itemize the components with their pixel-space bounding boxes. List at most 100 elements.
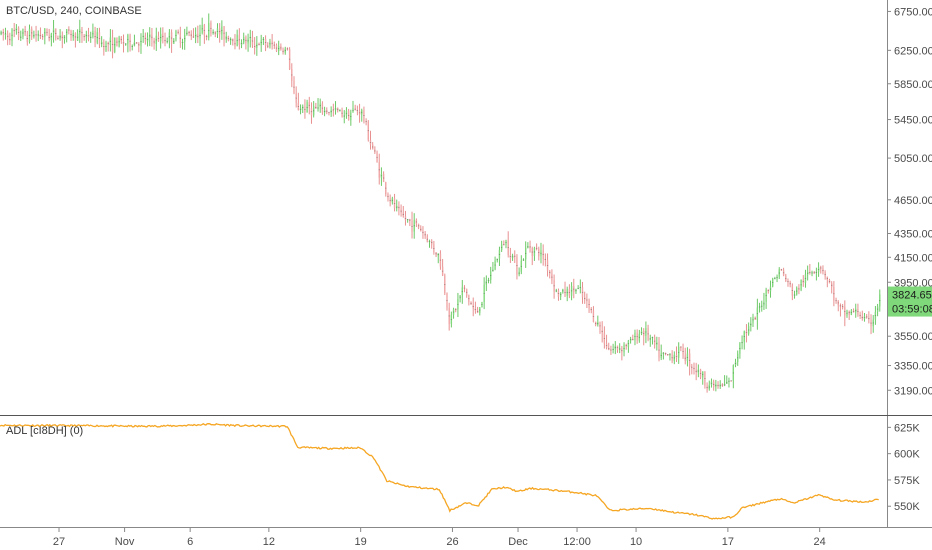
candle [288, 47, 291, 70]
candle [450, 311, 453, 328]
candle [433, 240, 435, 255]
candle [83, 34, 85, 41]
candle [361, 108, 363, 122]
candle [232, 38, 234, 46]
candle [686, 347, 689, 367]
last-price-label: 3824.65 [892, 290, 932, 302]
candle [92, 23, 94, 39]
candle [166, 37, 168, 44]
candle [85, 30, 88, 43]
adl-axis-tick: 550K [894, 501, 920, 513]
candle [48, 28, 50, 42]
candle [551, 269, 553, 285]
candle [170, 29, 173, 53]
candle [575, 288, 577, 294]
candle [356, 105, 359, 116]
candle [839, 303, 842, 317]
candle [417, 223, 420, 230]
candle [159, 27, 162, 49]
candle [811, 270, 813, 277]
candle [697, 364, 700, 378]
candle [208, 13, 210, 41]
candle [57, 35, 59, 40]
candle [20, 30, 22, 42]
candle [514, 250, 516, 264]
candle [76, 29, 79, 41]
candle [291, 63, 293, 88]
candle [367, 120, 369, 142]
time-axis-tick: 27 [53, 536, 65, 548]
candle [455, 308, 457, 313]
candle [28, 24, 31, 44]
candle [660, 344, 662, 361]
candle [568, 284, 571, 299]
candle [522, 258, 525, 261]
candle [105, 40, 107, 52]
candle [444, 273, 446, 296]
candle [240, 39, 243, 49]
candle [802, 275, 804, 287]
candle [177, 29, 179, 35]
candle [256, 36, 258, 56]
candle [476, 306, 479, 314]
candle [741, 335, 743, 350]
candle [704, 371, 706, 389]
candle [162, 27, 164, 44]
candle [133, 34, 136, 47]
candle [791, 283, 794, 301]
candle [763, 292, 765, 310]
candle [302, 104, 304, 114]
candle [131, 44, 133, 51]
candle [649, 334, 651, 347]
candle [857, 303, 859, 317]
candle [79, 19, 81, 43]
candle [470, 301, 472, 305]
candle [865, 313, 868, 319]
candle [754, 316, 756, 320]
candle [236, 29, 238, 47]
candle [365, 118, 367, 126]
time-axis-tick: 6 [187, 536, 193, 548]
candle [382, 171, 385, 183]
candle [739, 342, 741, 359]
candle [321, 101, 324, 115]
candle [868, 311, 870, 324]
candle [594, 321, 597, 327]
candle [564, 281, 566, 298]
adl-axis-tick: 625K [894, 422, 920, 434]
candle [39, 27, 42, 40]
candle [806, 265, 809, 281]
candle [769, 280, 772, 298]
candle [592, 306, 595, 323]
candle [37, 30, 39, 42]
candle [269, 38, 271, 49]
candle [492, 261, 494, 272]
candle [411, 211, 413, 239]
candle [859, 311, 861, 319]
candle [708, 380, 710, 391]
candle [190, 30, 192, 41]
candle [643, 328, 645, 346]
candle [813, 270, 815, 274]
adl-axis-tick: 600K [894, 449, 920, 461]
time-axis-tick: 26 [446, 536, 458, 548]
candle [378, 153, 380, 185]
candle [494, 256, 496, 271]
candle [640, 327, 643, 336]
candle [280, 43, 282, 51]
candle [13, 22, 15, 38]
candle [852, 308, 855, 313]
candle [688, 348, 691, 376]
adl-pane[interactable] [0, 423, 880, 520]
candle [201, 17, 203, 35]
candle [358, 103, 361, 123]
candle [566, 286, 568, 302]
price-pane[interactable] [0, 13, 881, 393]
candle [431, 239, 433, 249]
candle [70, 29, 72, 41]
candle [155, 27, 157, 51]
candle [153, 37, 155, 50]
candle [831, 281, 833, 294]
candle [9, 32, 11, 46]
candle [465, 288, 468, 298]
